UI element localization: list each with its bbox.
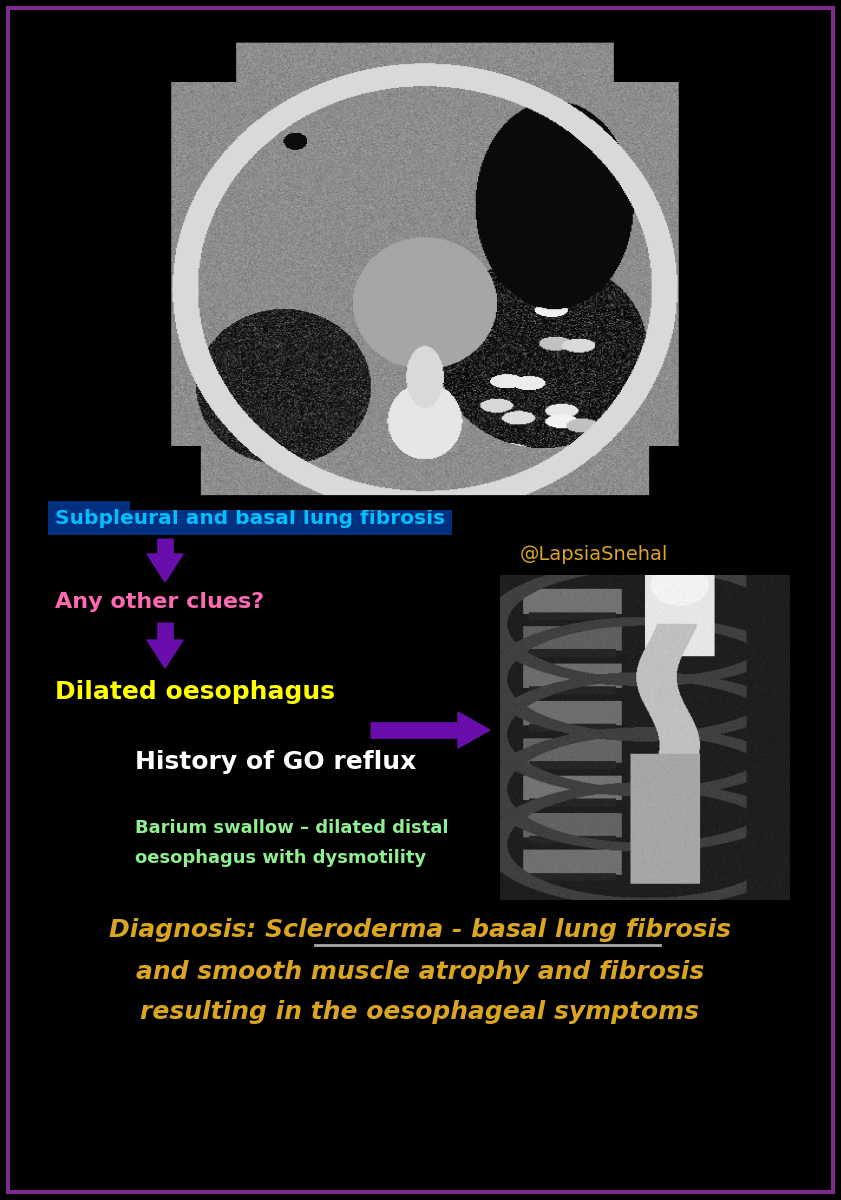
Text: Dilated oesophagus: Dilated oesophagus: [55, 680, 335, 704]
Text: History of GO reflux: History of GO reflux: [135, 750, 416, 774]
Polygon shape: [458, 712, 490, 748]
Text: @LapsiaSnehal: @LapsiaSnehal: [520, 546, 669, 564]
Text: Any other clues?: Any other clues?: [55, 592, 264, 612]
Text: oesophagus with dysmotility: oesophagus with dysmotility: [135, 850, 426, 866]
Text: resulting in the oesophageal symptoms: resulting in the oesophageal symptoms: [140, 1000, 700, 1024]
Text: Diagnosis: Scleroderma - basal lung fibrosis: Diagnosis: Scleroderma - basal lung fibr…: [109, 918, 731, 942]
Text: and smooth muscle atrophy and fibrosis: and smooth muscle atrophy and fibrosis: [136, 960, 704, 984]
Polygon shape: [147, 554, 183, 582]
Polygon shape: [147, 640, 183, 668]
Text: Subpleural and basal lung fibrosis: Subpleural and basal lung fibrosis: [55, 509, 445, 528]
Text: Barium swallow – dilated distal: Barium swallow – dilated distal: [135, 818, 448, 838]
